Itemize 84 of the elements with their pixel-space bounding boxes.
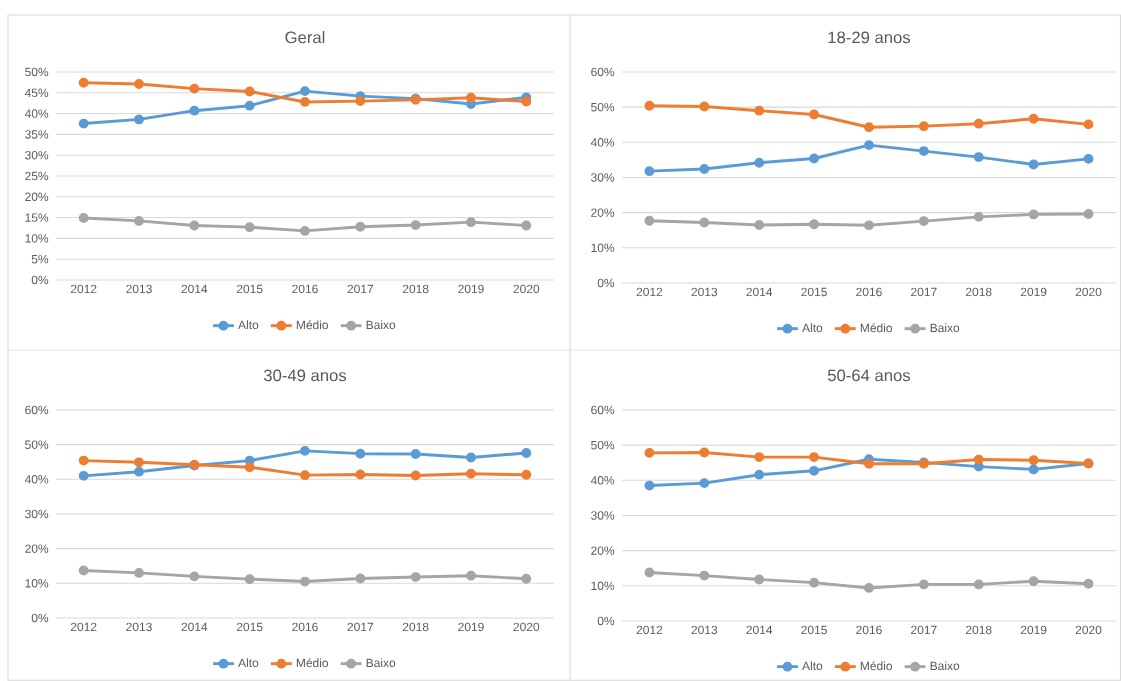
- y-tick-label: 50%: [591, 440, 615, 450]
- x-tick-label: 2016: [856, 625, 882, 635]
- x-tick-label: 2013: [691, 625, 718, 635]
- y-tick-label: 20%: [25, 192, 49, 202]
- x-tick-label: 2017: [347, 622, 374, 632]
- x-tick-label: 2013: [126, 622, 152, 632]
- x-tick-label: 2012: [636, 625, 663, 635]
- legend-label: Médio: [296, 658, 329, 668]
- x-tick-label: 2014: [746, 625, 773, 635]
- legend-label: Baixo: [366, 658, 396, 668]
- y-tick-label: 45%: [24, 88, 49, 98]
- x-tick-label: 2014: [746, 287, 773, 297]
- legend-label: Alto: [238, 658, 259, 668]
- x-tick-label: 2017: [347, 284, 374, 294]
- legend-label: Baixo: [366, 320, 396, 330]
- x-tick-label: 2019: [1020, 287, 1047, 297]
- x-tick-label: 2019: [458, 284, 484, 294]
- legend-label: Alto: [802, 661, 823, 671]
- chart-title: 30-49 anos: [263, 369, 347, 382]
- x-tick-label: 2015: [236, 622, 263, 632]
- y-tick-label: 20%: [591, 208, 615, 217]
- x-tick-label: 2020: [513, 622, 540, 632]
- y-tick-label: 20%: [591, 546, 615, 555]
- y-tick-label: 30%: [591, 173, 615, 182]
- y-tick-label: 0%: [31, 613, 49, 623]
- y-tick-label: 60%: [591, 67, 615, 77]
- x-tick-label: 2017: [911, 625, 937, 635]
- x-tick-label: 2013: [691, 287, 718, 297]
- x-tick-label: 2012: [636, 287, 663, 297]
- chart-title: 18-29 anos: [828, 31, 911, 44]
- x-tick-label: 2015: [801, 287, 827, 297]
- x-tick-label: 2014: [181, 284, 208, 294]
- y-tick-label: 60%: [25, 405, 49, 415]
- y-tick-label: 30%: [25, 509, 49, 519]
- legend-label: Alto: [802, 323, 823, 333]
- x-tick-label: 2019: [1020, 625, 1047, 635]
- y-tick-label: 0%: [597, 616, 615, 626]
- y-tick-label: 50%: [591, 102, 615, 112]
- y-tick-label: 10%: [591, 243, 615, 253]
- x-tick-label: 2018: [402, 284, 429, 294]
- x-tick-label: 2016: [292, 622, 318, 632]
- x-tick-label: 2020: [513, 284, 540, 294]
- x-tick-label: 2018: [966, 625, 992, 635]
- legend-label: Médio: [860, 323, 893, 333]
- x-tick-label: 2015: [801, 625, 827, 635]
- y-tick-label: 10%: [591, 581, 615, 591]
- y-tick-label: 0%: [597, 278, 615, 288]
- legend-label: Alto: [238, 320, 259, 330]
- y-tick-label: 60%: [591, 405, 615, 415]
- y-tick-label: 20%: [25, 544, 49, 553]
- y-tick-label: 40%: [24, 109, 49, 118]
- legend-label: Baixo: [930, 661, 960, 671]
- x-tick-label: 2012: [70, 622, 97, 632]
- legend-label: Baixo: [930, 323, 960, 333]
- y-tick-label: 40%: [24, 475, 49, 484]
- x-tick-label: 2016: [856, 287, 882, 297]
- x-tick-label: 2013: [126, 284, 152, 294]
- y-tick-label: 50%: [25, 440, 49, 449]
- x-tick-label: 2014: [181, 622, 208, 632]
- x-tick-label: 2016: [292, 284, 318, 294]
- y-tick-label: 10%: [25, 579, 49, 588]
- y-tick-label: 5%: [31, 254, 49, 264]
- y-tick-label: 50%: [25, 67, 49, 77]
- x-tick-label: 2018: [966, 287, 992, 297]
- y-tick-label: 10%: [25, 234, 49, 243]
- x-tick-label: 2018: [402, 622, 429, 632]
- legend-label: Médio: [860, 661, 893, 671]
- x-tick-label: 2017: [911, 287, 937, 297]
- chart-title: Geral: [285, 31, 325, 44]
- y-tick-label: 25%: [25, 171, 49, 181]
- y-tick-label: 30%: [25, 150, 49, 160]
- y-tick-label: 40%: [590, 476, 615, 485]
- y-tick-label: 15%: [25, 213, 49, 222]
- x-tick-label: 2012: [70, 284, 97, 294]
- y-tick-label: 0%: [31, 275, 49, 285]
- chart-title: 50-64 anos: [827, 369, 911, 382]
- y-tick-label: 35%: [25, 130, 49, 139]
- y-tick-label: 30%: [591, 511, 615, 520]
- x-tick-label: 2020: [1075, 625, 1102, 635]
- x-tick-label: 2019: [458, 622, 484, 632]
- x-tick-label: 2015: [236, 284, 263, 294]
- x-tick-label: 2020: [1075, 287, 1102, 297]
- y-tick-label: 40%: [590, 138, 615, 147]
- legend-label: Médio: [296, 320, 329, 330]
